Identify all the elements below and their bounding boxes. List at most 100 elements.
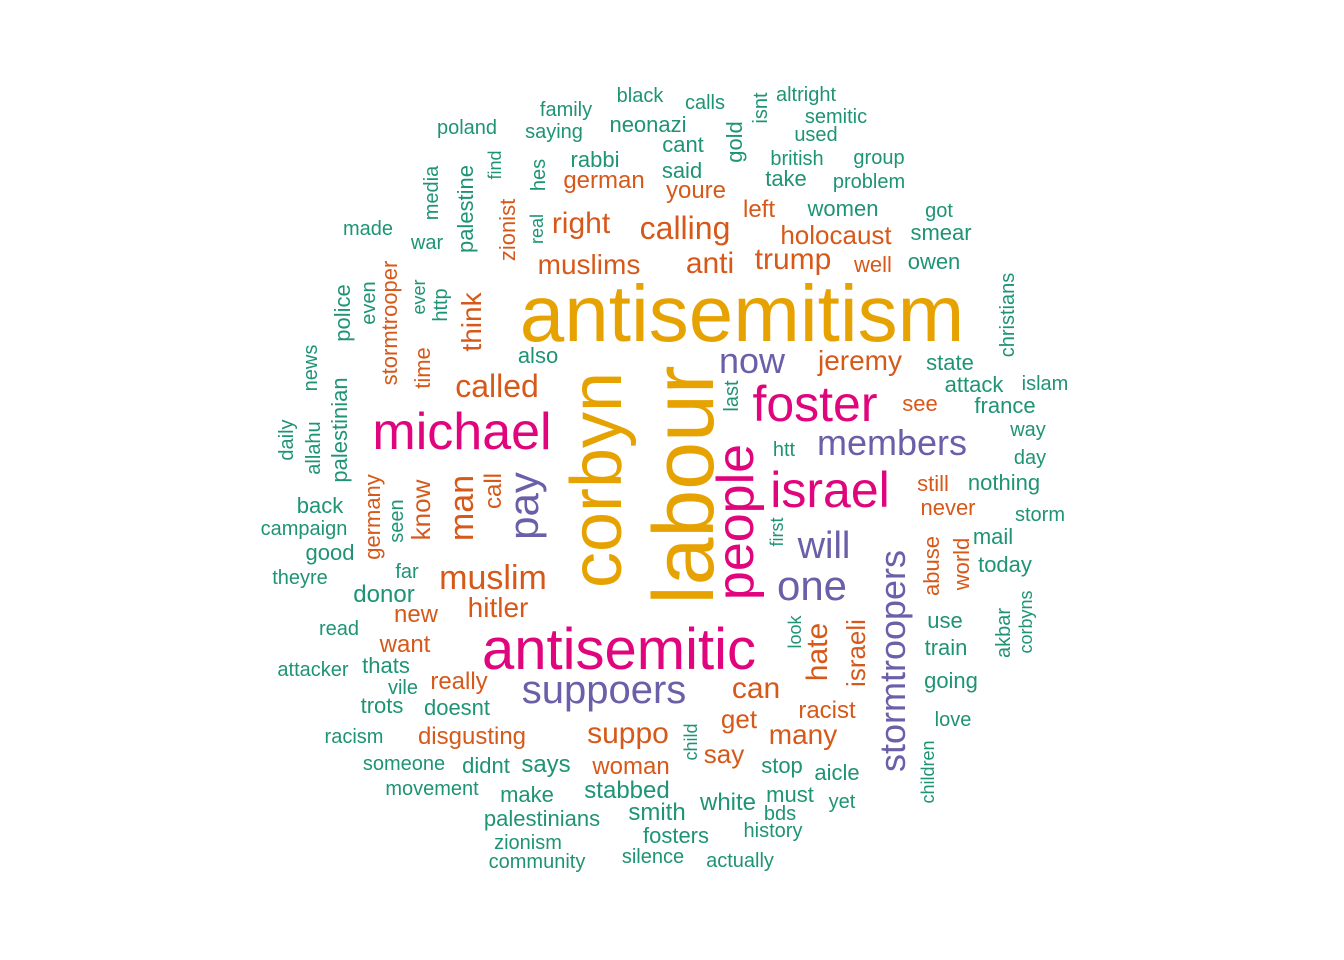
cloud-word-racist: racist xyxy=(798,697,856,724)
cloud-word-rabbi: rabbi xyxy=(570,147,620,172)
cloud-word-group: group xyxy=(853,147,905,169)
cloud-word-say: say xyxy=(703,739,745,769)
cloud-word-good: good xyxy=(305,540,355,565)
cloud-word-donor: donor xyxy=(353,581,415,608)
cloud-word-get: get xyxy=(720,704,758,734)
cloud-word-cant: cant xyxy=(662,132,704,157)
cloud-word-germany: germany xyxy=(360,474,385,560)
cloud-word-women: women xyxy=(807,196,879,221)
cloud-word-palestinians: palestinians xyxy=(483,806,601,831)
cloud-word-gold: gold xyxy=(722,121,747,163)
cloud-word-will: will xyxy=(797,525,851,567)
cloud-word-white: white xyxy=(699,789,757,816)
cloud-word-still: still xyxy=(917,471,949,496)
cloud-word-really: really xyxy=(430,668,488,695)
cloud-word-take: take xyxy=(765,166,807,191)
cloud-word-make: make xyxy=(500,782,554,807)
cloud-word-aicle: aicle xyxy=(814,760,860,785)
cloud-word-disgusting: disgusting xyxy=(417,723,527,750)
cloud-word-real: real xyxy=(527,213,547,245)
cloud-word-daily: daily xyxy=(276,419,298,461)
cloud-word-pay: pay xyxy=(500,472,547,540)
cloud-word-seen: seen xyxy=(386,499,408,543)
cloud-word-didnt: didnt xyxy=(462,753,510,778)
cloud-word-hate: hate xyxy=(801,622,834,682)
cloud-word-suppoers: suppoers xyxy=(521,668,687,712)
cloud-word-call: call xyxy=(480,472,507,510)
cloud-word-stabbed: stabbed xyxy=(584,777,670,804)
cloud-word-nothing: nothing xyxy=(967,470,1041,495)
cloud-word-love: love xyxy=(934,709,972,731)
cloud-word-use: use xyxy=(927,608,963,633)
cloud-word-many: many xyxy=(768,719,838,750)
cloud-word-islam: islam xyxy=(1021,373,1069,395)
cloud-word-attack: attack xyxy=(944,372,1004,397)
cloud-word-also: also xyxy=(517,343,559,368)
cloud-word-can: can xyxy=(731,672,781,705)
cloud-word-smear: smear xyxy=(910,220,972,245)
cloud-word-woman: woman xyxy=(592,753,670,780)
cloud-word-israel: israel xyxy=(770,462,890,518)
cloud-word-holocaust: holocaust xyxy=(780,220,892,250)
cloud-word-british: british xyxy=(770,148,824,170)
cloud-word-stop: stop xyxy=(761,753,803,778)
cloud-word-children: children xyxy=(918,740,938,804)
cloud-word-far: far xyxy=(395,561,419,583)
cloud-word-corbyn: corbyn xyxy=(557,371,637,589)
cloud-word-used: used xyxy=(794,124,838,146)
cloud-word-never: never xyxy=(920,495,976,520)
cloud-word-media: media xyxy=(421,165,443,221)
cloud-word-trump: trump xyxy=(754,243,832,276)
cloud-word-called: called xyxy=(455,368,539,404)
cloud-word-antisemitism: antisemitism xyxy=(519,269,965,358)
cloud-word-suppo: suppo xyxy=(587,717,669,750)
cloud-word-child: child xyxy=(681,723,701,761)
cloud-word-man: man xyxy=(443,474,481,542)
cloud-word-history: history xyxy=(743,820,803,842)
cloud-word-http: http xyxy=(430,288,452,322)
cloud-word-left: left xyxy=(742,196,776,223)
cloud-word-muslim: muslim xyxy=(439,559,547,597)
cloud-word-corbyns: corbyns xyxy=(1016,590,1036,654)
cloud-word-now: now xyxy=(718,340,786,381)
cloud-word-abuse: abuse xyxy=(919,536,944,596)
cloud-word-read: read xyxy=(318,618,360,640)
cloud-word-says: says xyxy=(521,751,571,778)
cloud-word-want: want xyxy=(379,631,431,658)
cloud-word-think: think xyxy=(456,292,487,352)
cloud-word-movement: movement xyxy=(385,778,479,800)
cloud-word-german: german xyxy=(563,167,645,194)
cloud-word-foster: foster xyxy=(752,376,878,432)
cloud-word-anti: anti xyxy=(685,247,735,280)
cloud-word-ever: ever xyxy=(409,279,429,315)
cloud-word-youre: youre xyxy=(665,177,727,204)
cloud-word-theyre: theyre xyxy=(272,567,328,589)
cloud-word-right: right xyxy=(551,207,611,240)
cloud-word-police: police xyxy=(330,284,355,342)
cloud-word-attacker: attacker xyxy=(277,659,349,681)
cloud-word-hitler: hitler xyxy=(467,592,529,623)
cloud-word-michael: michael xyxy=(372,403,552,461)
cloud-word-must: must xyxy=(766,782,814,807)
cloud-word-even: even xyxy=(358,281,380,325)
cloud-word-first: first xyxy=(767,517,787,547)
cloud-word-france: france xyxy=(974,393,1036,418)
cloud-word-isnt: isnt xyxy=(750,92,772,124)
cloud-word-poland: poland xyxy=(436,117,498,139)
cloud-word-got: got xyxy=(925,200,953,222)
cloud-word-time: time xyxy=(410,347,435,389)
cloud-word-neonazi: neonazi xyxy=(609,112,687,137)
cloud-word-allahu: allahu xyxy=(303,421,325,475)
cloud-word-palestinian: palestinian xyxy=(327,377,352,483)
cloud-word-storm: storm xyxy=(1015,504,1065,526)
cloud-word-yet: yet xyxy=(828,791,856,813)
cloud-word-world: world xyxy=(949,537,974,591)
cloud-word-silence: silence xyxy=(621,846,685,868)
cloud-word-akbar: akbar xyxy=(993,607,1015,659)
cloud-word-mail: mail xyxy=(972,524,1014,549)
cloud-word-israeli: israeli xyxy=(841,619,871,687)
cloud-word-someone: someone xyxy=(362,753,446,775)
cloud-word-calling: calling xyxy=(639,210,731,246)
cloud-word-altright: altright xyxy=(775,84,837,106)
cloud-word-today: today xyxy=(978,552,1032,577)
